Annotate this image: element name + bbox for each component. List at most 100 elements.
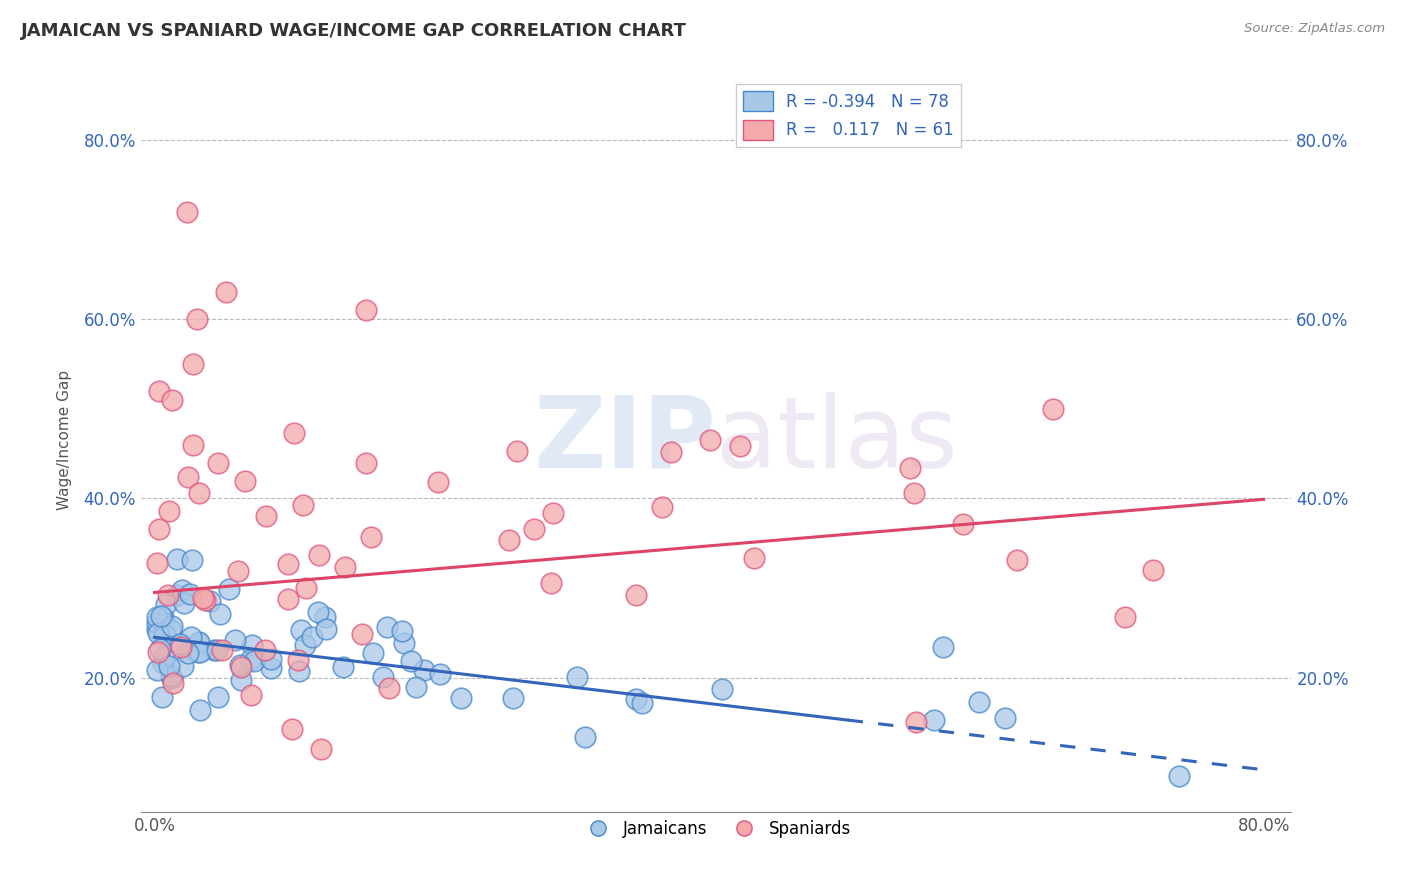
Point xyxy=(240,638,263,652)
Point xyxy=(215,285,238,300)
Point xyxy=(505,444,527,458)
Point xyxy=(659,445,682,459)
Point xyxy=(624,692,647,706)
Point xyxy=(228,565,250,579)
Point xyxy=(309,742,332,756)
Point xyxy=(170,640,193,654)
Point xyxy=(152,650,174,665)
Point xyxy=(360,529,382,543)
Point xyxy=(922,713,945,727)
Point xyxy=(294,638,316,652)
Point xyxy=(373,670,395,684)
Point xyxy=(333,560,356,574)
Point xyxy=(190,703,212,717)
Point xyxy=(181,357,204,371)
Point xyxy=(146,609,169,624)
Point xyxy=(146,622,169,636)
Point xyxy=(502,691,524,706)
Point xyxy=(181,438,204,452)
Point xyxy=(149,608,172,623)
Point xyxy=(170,582,193,597)
Point xyxy=(565,670,588,684)
Point xyxy=(291,498,314,512)
Point xyxy=(173,595,195,609)
Point xyxy=(1005,553,1028,567)
Point xyxy=(392,636,415,650)
Point xyxy=(229,657,252,672)
Point xyxy=(180,553,202,567)
Point xyxy=(354,456,377,470)
Point xyxy=(156,587,179,601)
Point xyxy=(307,605,329,619)
Point xyxy=(148,645,170,659)
Point xyxy=(1114,610,1136,624)
Point xyxy=(166,588,188,602)
Point xyxy=(172,658,194,673)
Point xyxy=(162,675,184,690)
Point xyxy=(231,673,253,688)
Point xyxy=(523,522,546,536)
Text: JAMAICAN VS SPANIARD WAGE/INCOME GAP CORRELATION CHART: JAMAICAN VS SPANIARD WAGE/INCOME GAP COR… xyxy=(21,22,688,40)
Point xyxy=(651,500,673,515)
Point xyxy=(260,661,283,675)
Point xyxy=(218,582,240,597)
Point xyxy=(375,619,398,633)
Text: ZIP: ZIP xyxy=(533,392,716,489)
Point xyxy=(187,636,209,650)
Y-axis label: Wage/Income Gap: Wage/Income Gap xyxy=(58,370,72,510)
Point xyxy=(277,591,299,606)
Point xyxy=(148,522,170,536)
Point xyxy=(498,533,520,547)
Point xyxy=(160,392,183,407)
Point xyxy=(352,627,374,641)
Point xyxy=(354,303,377,318)
Point xyxy=(148,642,170,657)
Point xyxy=(283,426,305,441)
Point xyxy=(211,643,233,657)
Point xyxy=(186,312,208,326)
Point xyxy=(742,550,765,565)
Point xyxy=(155,597,177,611)
Point xyxy=(152,656,174,670)
Point xyxy=(412,663,434,677)
Point xyxy=(952,517,974,532)
Point xyxy=(277,557,299,571)
Point xyxy=(543,506,565,520)
Point xyxy=(202,643,225,657)
Point xyxy=(378,681,401,696)
Point xyxy=(188,645,211,659)
Point xyxy=(205,642,228,657)
Point xyxy=(169,637,191,651)
Point xyxy=(1042,402,1064,417)
Point xyxy=(188,635,211,649)
Point xyxy=(405,680,427,694)
Text: Source: ZipAtlas.com: Source: ZipAtlas.com xyxy=(1244,22,1385,36)
Point xyxy=(179,587,201,601)
Point xyxy=(900,460,922,475)
Point xyxy=(176,204,198,219)
Point xyxy=(288,664,311,678)
Point xyxy=(290,624,312,638)
Point xyxy=(1167,769,1189,783)
Point xyxy=(711,682,734,697)
Point xyxy=(166,551,188,566)
Point xyxy=(699,433,721,447)
Point xyxy=(146,615,169,630)
Point xyxy=(239,653,262,667)
Point xyxy=(229,659,252,673)
Point xyxy=(967,695,990,709)
Point xyxy=(280,722,302,736)
Point xyxy=(150,690,173,705)
Point xyxy=(177,470,200,484)
Point xyxy=(153,624,176,638)
Point xyxy=(399,654,422,668)
Point xyxy=(152,610,174,624)
Point xyxy=(332,660,354,674)
Point xyxy=(193,591,215,605)
Point xyxy=(160,671,183,685)
Point xyxy=(200,594,222,608)
Text: atlas: atlas xyxy=(716,392,957,489)
Point xyxy=(315,622,337,636)
Point xyxy=(295,581,318,595)
Point xyxy=(207,690,229,705)
